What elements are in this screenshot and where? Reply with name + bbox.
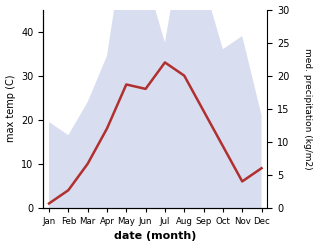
X-axis label: date (month): date (month) [114, 231, 197, 242]
Y-axis label: max temp (C): max temp (C) [5, 75, 16, 143]
Y-axis label: med. precipitation (kg/m2): med. precipitation (kg/m2) [303, 48, 313, 169]
